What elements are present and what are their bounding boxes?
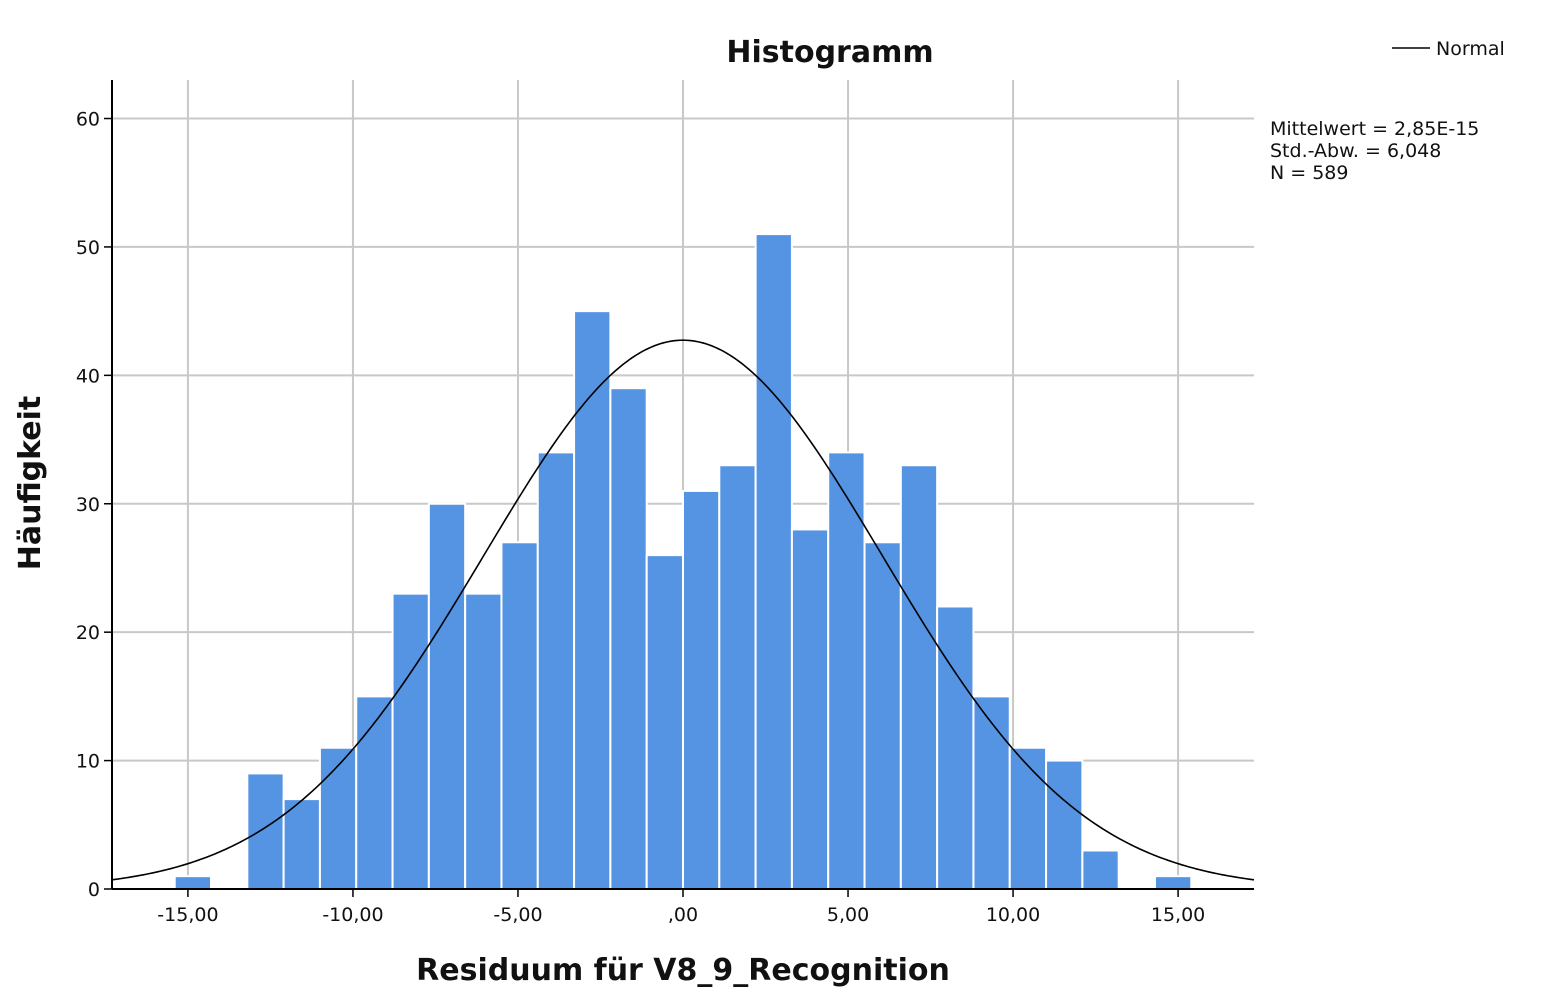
legend-entry-normal: Normal — [1436, 38, 1505, 60]
histogram-bar — [754, 233, 793, 891]
stat-mean: Mittelwert = 2,85E-15 — [1270, 118, 1479, 140]
histogram-bar — [790, 528, 830, 890]
histogram-bar — [863, 541, 902, 890]
x-axis-title: Residuum für V8_9_Recognition — [416, 953, 950, 988]
x-tick-label: 15,00 — [1151, 904, 1205, 926]
stat-n: N = 589 — [1270, 162, 1348, 184]
histogram-bar — [1081, 849, 1120, 891]
histogram-bar — [427, 502, 467, 890]
y-tick-label: 60 — [76, 109, 100, 131]
histogram-bar — [536, 451, 576, 890]
x-tick-labels: -15,00 -10,00 -5,00 ,00 5,00 10,00 15,00 — [157, 904, 1205, 926]
histogram-bar — [246, 772, 285, 891]
histogram-bar — [1153, 875, 1193, 891]
histogram-bar — [1008, 746, 1048, 890]
histogram-bar — [609, 387, 648, 890]
x-tick-label: ,00 — [668, 904, 698, 926]
histogram-bar — [682, 489, 721, 890]
y-tick-label: 10 — [76, 751, 100, 773]
normal-curve — [111, 339, 1255, 881]
normal-curve-layer — [111, 339, 1255, 881]
chart-title: Histogramm — [726, 35, 933, 70]
y-tick-labels: 0 10 20 30 40 50 60 — [76, 109, 100, 901]
histogram-bar — [355, 695, 394, 891]
histogram-bar — [500, 541, 539, 890]
y-axis-title: Häufigkeit — [13, 396, 48, 571]
grid-lines — [112, 80, 1254, 889]
histogram-bar — [645, 554, 685, 891]
histogram-bar — [318, 746, 358, 890]
x-tick-label: -5,00 — [493, 904, 542, 926]
y-tick-label: 40 — [76, 365, 100, 387]
histogram-bars — [173, 233, 1193, 891]
stats-box: Mittelwert = 2,85E-15 Std.-Abw. = 6,048 … — [1270, 118, 1479, 184]
y-tick-label: 0 — [88, 879, 100, 901]
legend: Normal — [1392, 38, 1505, 60]
histogram-bar — [464, 592, 503, 891]
histogram-bar — [972, 695, 1011, 891]
histogram-bar — [173, 875, 213, 891]
x-tick-label: 5,00 — [827, 904, 869, 926]
histogram-bar — [573, 310, 612, 890]
histogram-bar — [936, 605, 975, 890]
x-tick-label: 10,00 — [986, 904, 1040, 926]
histogram-bar — [282, 798, 321, 890]
stat-std: Std.-Abw. = 6,048 — [1270, 140, 1441, 162]
y-tick-label: 20 — [76, 622, 100, 644]
axes — [104, 80, 1254, 897]
x-tick-label: -15,00 — [157, 904, 218, 926]
y-tick-label: 50 — [76, 237, 100, 259]
histogram-bar — [718, 464, 757, 890]
histogram-bar — [391, 592, 430, 891]
histogram-bar — [1045, 759, 1084, 890]
x-tick-label: -10,00 — [322, 904, 383, 926]
histogram-bar — [899, 464, 939, 890]
y-tick-label: 30 — [76, 494, 100, 516]
